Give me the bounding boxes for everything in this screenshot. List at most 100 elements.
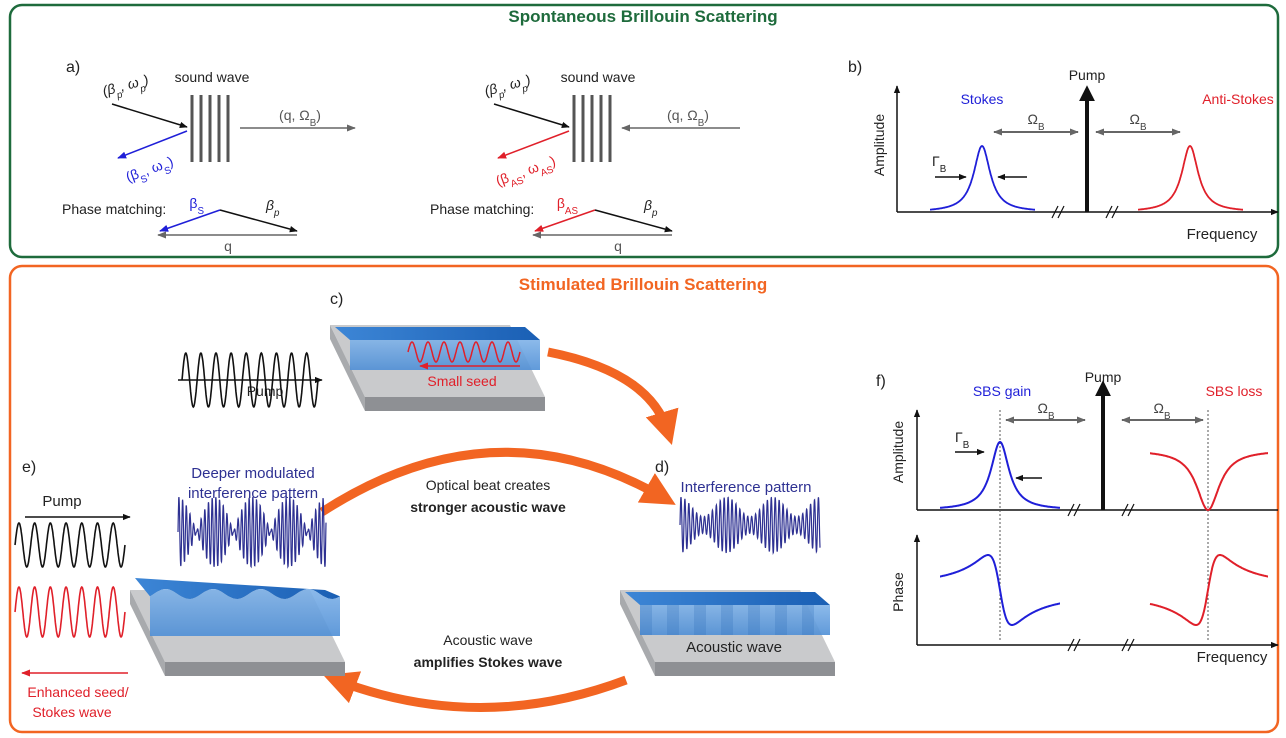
gain-label: SBS gain <box>973 383 1031 399</box>
panel-label: b) <box>848 59 862 76</box>
incident-arrow <box>112 104 187 127</box>
phase-matching-label: Phase matching: <box>430 201 534 217</box>
x-axis-label: Frequency <box>1197 649 1268 666</box>
text-part: Ω <box>1153 400 1163 416</box>
pump-label: Pump <box>1069 67 1106 83</box>
top-title: Spontaneous Brillouin Scattering <box>508 7 777 26</box>
acoustic-stripe <box>640 605 652 635</box>
pump-label: Pump <box>42 493 81 510</box>
text-part: (β <box>101 80 117 99</box>
seed-label: Stokes wave <box>32 704 112 720</box>
text-part: Ω <box>1129 111 1139 127</box>
q-label: q <box>224 238 232 254</box>
subscript: p <box>273 208 280 219</box>
seed-label: Small seed <box>427 373 496 389</box>
panel-label: a) <box>66 59 80 76</box>
beta-p-arrow <box>220 210 297 231</box>
acoustic-label: (q, ΩB) <box>279 107 321 129</box>
beta-p-label: βp <box>643 197 658 219</box>
sound-wave-label: sound wave <box>561 69 636 85</box>
seed-label: Enhanced seed/ <box>27 684 128 700</box>
scattered-arrow <box>498 131 569 158</box>
subscript: B <box>1140 122 1147 133</box>
text-part: (q, Ω <box>667 107 698 123</box>
text-part: , ω <box>118 74 140 94</box>
loss-label: SBS loss <box>1206 383 1263 399</box>
text-part: Ω <box>1037 400 1047 416</box>
panel-label: f) <box>876 373 886 390</box>
acoustic-stripe <box>721 605 733 635</box>
text-part: (q, Ω <box>279 107 310 123</box>
subscript: S <box>197 206 204 217</box>
scattered-label: (βS, ωS) <box>124 153 178 190</box>
grating <box>192 95 228 162</box>
arrow-label: Optical beat creates <box>426 477 551 493</box>
text-part: , ω <box>518 159 541 180</box>
panel-label: d) <box>655 459 669 476</box>
acoustic-label: Acoustic wave <box>686 639 782 656</box>
beta-as-label: βAS <box>557 195 579 217</box>
acoustic-stripe <box>667 605 679 635</box>
y-axis-label: Amplitude <box>890 421 906 483</box>
incident-label: (βp, ωp) <box>483 71 534 104</box>
seed-wave <box>15 587 125 637</box>
subscript: B <box>963 440 970 451</box>
acoustic-stripe <box>748 605 760 635</box>
subscript: p <box>651 208 658 219</box>
acoustic-stripe <box>802 605 814 635</box>
arrow-label: stronger acoustic wave <box>410 499 566 515</box>
scattered-arrow <box>118 131 187 158</box>
shift-label: ΩB <box>1153 400 1170 422</box>
subscript: AS <box>565 206 579 217</box>
text-part: β <box>557 195 565 211</box>
linewidth-label: ΓB <box>955 429 970 451</box>
q-label: q <box>614 238 622 254</box>
anti-stokes-label: Anti-Stokes <box>1202 91 1274 107</box>
sound-wave-label: sound wave <box>175 69 250 85</box>
pattern-label: Deeper modulated <box>191 465 314 482</box>
text-part: ) <box>704 107 709 123</box>
substrate <box>655 662 835 676</box>
x-axis-label: Frequency <box>1187 226 1258 243</box>
loss-curve <box>1150 453 1268 510</box>
text-part: ) <box>316 107 321 123</box>
text-part: β <box>643 197 652 213</box>
shift-label: ΩB <box>1129 111 1146 133</box>
waveguide-top <box>335 327 540 340</box>
acoustic-stripe <box>775 605 787 635</box>
pattern-label: Interference pattern <box>681 479 812 496</box>
subscript: B <box>1038 122 1045 133</box>
waveguide-top <box>625 592 830 605</box>
y-axis-label: Phase <box>890 572 906 612</box>
stokes-peak <box>930 146 1035 210</box>
substrate <box>165 662 345 676</box>
axis-break <box>1068 504 1134 651</box>
beta-s-label: βS <box>189 195 204 217</box>
acoustic-label: (q, ΩB) <box>667 107 709 129</box>
text-part: β <box>189 195 197 211</box>
figure: Spontaneous Brillouin Scattering Stimula… <box>0 0 1286 738</box>
shift-label: ΩB <box>1027 111 1044 133</box>
acoustic-stripe <box>694 605 706 635</box>
text-part: , ω <box>142 157 165 178</box>
beta-s-arrow <box>160 210 220 231</box>
scattered-label: (βAS, ωAS) <box>494 152 560 193</box>
arrow-label: Acoustic wave <box>443 632 533 648</box>
text-part: Ω <box>1027 111 1037 127</box>
phase-curve <box>1150 555 1268 625</box>
pump-label: Pump <box>1085 369 1122 385</box>
shift-label: ΩB <box>1037 400 1054 422</box>
bottom-title: Stimulated Brillouin Scattering <box>519 275 767 294</box>
anti-stokes-peak <box>1138 146 1243 210</box>
pump-wave <box>15 523 125 567</box>
arrow-label: amplifies Stokes wave <box>414 654 563 670</box>
panel-label: c) <box>330 291 343 308</box>
linewidth-label: ΓB <box>932 153 947 175</box>
incident-label: (βp, ωp) <box>101 71 152 104</box>
text-part: , ω <box>500 74 522 94</box>
text-part: β <box>265 197 274 213</box>
panel-label: e) <box>22 459 36 476</box>
substrate <box>365 397 545 411</box>
interference-wave <box>178 497 326 567</box>
incident-arrow <box>494 104 569 127</box>
